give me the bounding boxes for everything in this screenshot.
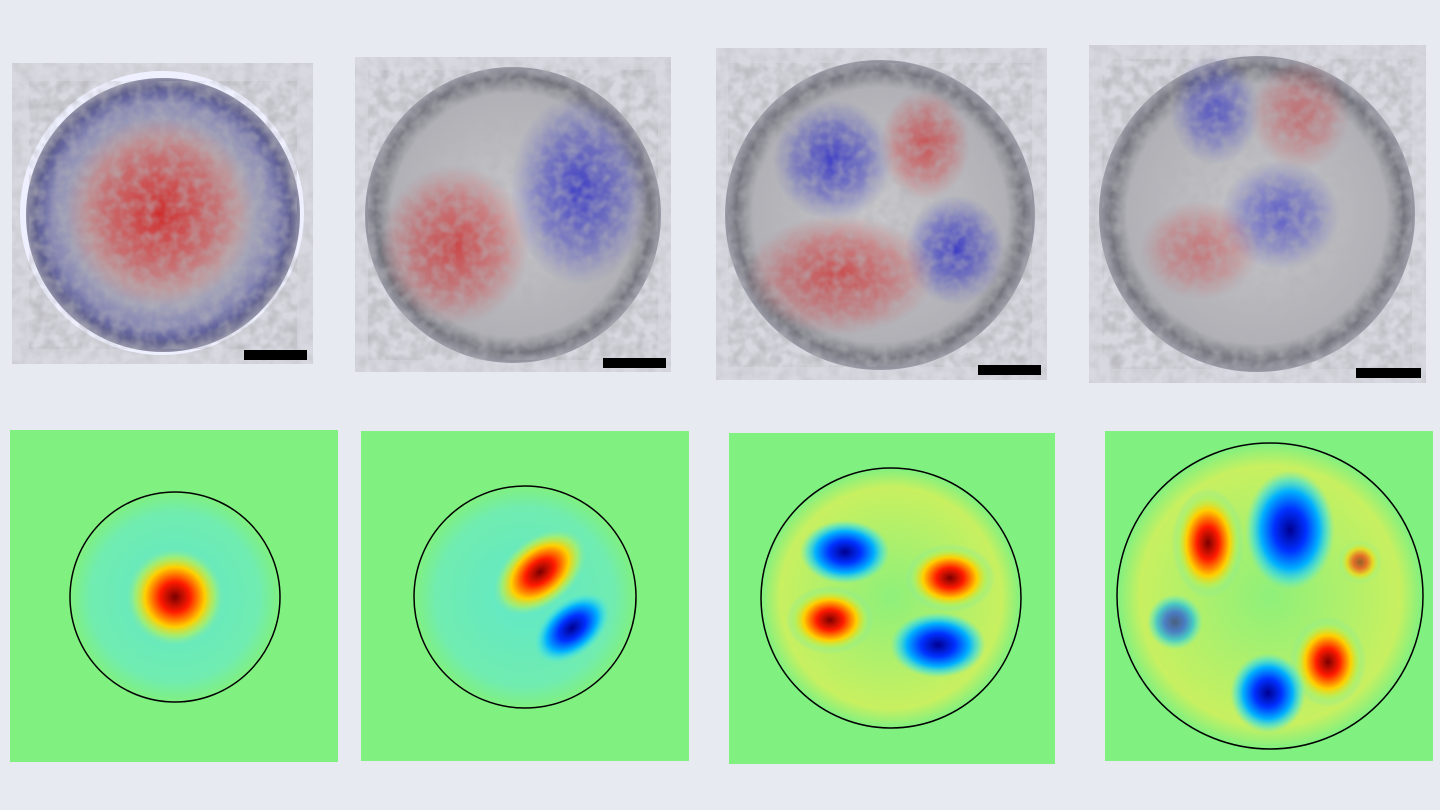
boundary — [413, 485, 637, 709]
simulated-panel — [729, 433, 1055, 764]
boundary — [69, 491, 281, 703]
mode-lobe — [1245, 470, 1335, 590]
mode-lobe — [905, 544, 995, 612]
mode-lobe — [492, 527, 588, 617]
mode-lobe — [1172, 488, 1244, 598]
mode-lobe — [533, 591, 611, 665]
simulated-panel — [361, 431, 689, 761]
boundary — [760, 467, 1022, 729]
texture — [728, 63, 1032, 367]
measured-panel — [355, 57, 671, 372]
scale-bar — [603, 358, 666, 368]
mode-lobe — [800, 520, 890, 584]
simulated-panel — [10, 430, 338, 762]
scale-bar — [244, 350, 307, 360]
measured-panel — [716, 48, 1047, 380]
mode-lobe — [125, 547, 225, 647]
mode-lobe — [890, 612, 986, 678]
mode-lobe — [1147, 594, 1203, 650]
mode-lobe — [1290, 617, 1366, 707]
scale-bar — [1356, 368, 1421, 378]
texture — [29, 81, 297, 349]
texture — [1102, 59, 1412, 369]
mode-lobe — [1338, 540, 1382, 584]
mode-lobe — [1230, 653, 1306, 733]
simulated-panel — [1105, 431, 1433, 761]
texture — [368, 70, 658, 360]
boundary — [1116, 442, 1424, 750]
mode-lobe — [786, 586, 874, 654]
measured-panel — [1089, 45, 1426, 383]
scale-bar — [978, 365, 1041, 375]
measured-panel — [12, 63, 313, 364]
